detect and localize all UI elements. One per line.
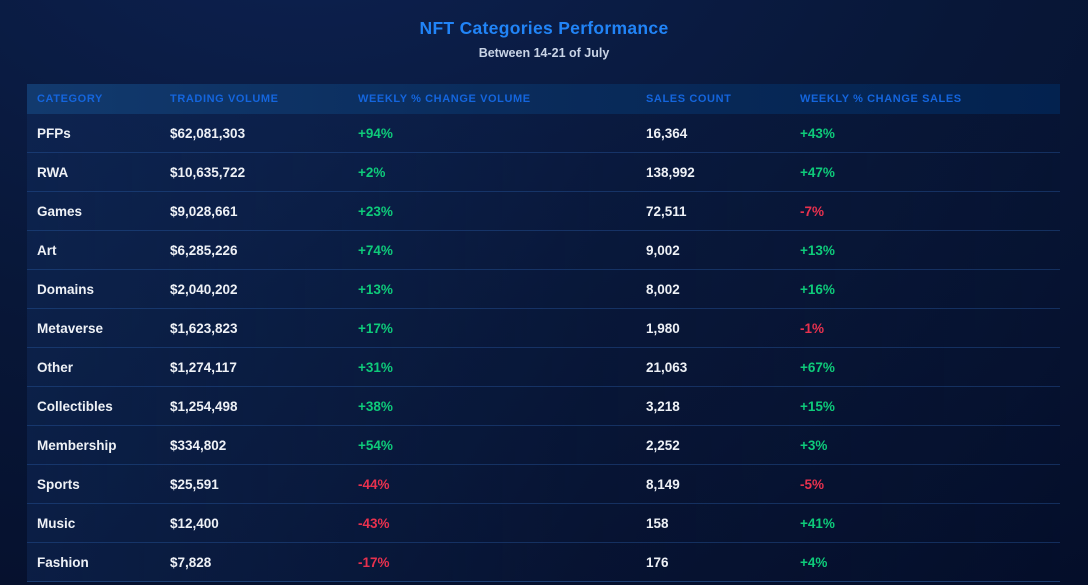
cell-category: Fashion: [37, 554, 89, 570]
cell-sales-count: 8,002: [646, 281, 680, 297]
cell-category: Metaverse: [37, 320, 104, 336]
cell-weekly-change-volume: -44%: [358, 476, 390, 492]
cell-trading-volume: $10,635,722: [170, 164, 246, 180]
cell-weekly-change-volume: +2%: [358, 164, 386, 180]
cell-weekly-change-sales: +41%: [800, 515, 835, 531]
table-body: PFPs $62,081,303 +94% 16,364 +43% RWA $10,635,…: [27, 114, 1060, 582]
cell-sales-count: 72,511: [646, 203, 687, 219]
cell-weekly-change-volume: -43%: [358, 515, 390, 531]
cell-category: Art: [37, 242, 57, 258]
cell-category: RWA: [37, 164, 69, 180]
column-header-weekly-change-sales: WEEKLY % CHANGE SALES: [800, 93, 962, 105]
table-row: Domains $2,040,202 +13% 8,002 +16%: [27, 269, 1060, 308]
cell-sales-count: 158: [646, 515, 669, 531]
cell-weekly-change-sales: +43%: [800, 125, 835, 141]
table-row: Art $6,285,226 +74% 9,002 +13%: [27, 230, 1060, 269]
table-row: Games $9,028,661 +23% 72,511 -7%: [27, 191, 1060, 230]
cell-category: PFPs: [37, 125, 71, 141]
cell-category: Collectibles: [37, 398, 113, 414]
cell-trading-volume: $1,254,498: [170, 398, 238, 414]
cell-weekly-change-volume: +54%: [358, 437, 393, 453]
cell-trading-volume: $25,591: [170, 476, 219, 492]
cell-weekly-change-volume: +38%: [358, 398, 393, 414]
cell-weekly-change-sales: -5%: [800, 476, 825, 492]
cell-weekly-change-volume: +23%: [358, 203, 393, 219]
cell-category: Membership: [37, 437, 117, 453]
cell-weekly-change-sales: -1%: [800, 320, 825, 336]
column-header-trading-volume: TRADING VOLUME: [170, 93, 279, 105]
table-row: Other $1,274,117 +31% 21,063 +67%: [27, 347, 1060, 386]
table-row: Collectibles $1,254,498 +38% 3,218 +15%: [27, 386, 1060, 425]
cell-trading-volume: $62,081,303: [170, 125, 246, 141]
cell-sales-count: 176: [646, 554, 669, 570]
cell-weekly-change-sales: +13%: [800, 242, 835, 258]
cell-trading-volume: $7,828: [170, 554, 212, 570]
table-row: Membership $334,802 +54% 2,252 +3%: [27, 425, 1060, 464]
nft-categories-table: CATEGORY TRADING VOLUME WEEKLY % CHANGE VO…: [27, 84, 1060, 582]
cell-trading-volume: $1,274,117: [170, 359, 237, 375]
cell-weekly-change-sales: +15%: [800, 398, 835, 414]
cell-weekly-change-sales: +47%: [800, 164, 835, 180]
cell-weekly-change-volume: -17%: [358, 554, 390, 570]
column-header-sales-count: SALES COUNT: [646, 93, 732, 105]
table-row: RWA $10,635,722 +2% 138,992 +47%: [27, 152, 1060, 191]
cell-sales-count: 2,252: [646, 437, 680, 453]
cell-sales-count: 3,218: [646, 398, 680, 414]
cell-trading-volume: $334,802: [170, 437, 227, 453]
cell-trading-volume: $9,028,661: [170, 203, 238, 219]
page-subtitle: Between 14-21 of July: [478, 46, 610, 60]
cell-sales-count: 16,364: [646, 125, 688, 141]
cell-weekly-change-volume: +13%: [358, 281, 393, 297]
cell-weekly-change-sales: +3%: [800, 437, 828, 453]
cell-sales-count: 1,980: [646, 320, 680, 336]
cell-weekly-change-sales: +67%: [800, 359, 835, 375]
cell-trading-volume: $6,285,226: [170, 242, 238, 258]
cell-trading-volume: $1,623,823: [170, 320, 238, 336]
cell-weekly-change-volume: +17%: [358, 320, 393, 336]
table-row: Music $12,400 -43% 158 +41%: [27, 503, 1060, 542]
cell-weekly-change-sales: -7%: [800, 203, 825, 219]
cell-weekly-change-sales: +16%: [800, 281, 835, 297]
cell-category: Games: [37, 203, 83, 219]
cell-sales-count: 9,002: [646, 242, 680, 258]
table-row: Sports $25,591 -44% 8,149 -5%: [27, 464, 1060, 503]
cell-sales-count: 138,992: [646, 164, 695, 180]
table-header-row: CATEGORY TRADING VOLUME WEEKLY % CHANGE VO…: [27, 84, 1060, 114]
table-row: Fashion $7,828 -17% 176 +4%: [27, 542, 1060, 581]
table-row: PFPs $62,081,303 +94% 16,364 +43%: [27, 114, 1060, 152]
cell-category: Domains: [37, 281, 95, 297]
cell-trading-volume: $2,040,202: [170, 281, 238, 297]
column-header-weekly-change-volume: WEEKLY % CHANGE VOLUME: [358, 93, 531, 105]
cell-weekly-change-sales: +4%: [800, 554, 828, 570]
cell-trading-volume: $12,400: [170, 515, 219, 531]
cell-sales-count: 8,149: [646, 476, 680, 492]
page-title: NFT Categories Performance: [419, 18, 669, 38]
cell-category: Other: [37, 359, 74, 375]
cell-weekly-change-volume: +31%: [358, 359, 393, 375]
cell-sales-count: 21,063: [646, 359, 688, 375]
cell-category: Sports: [37, 476, 80, 492]
table-row: Metaverse $1,623,823 +17% 1,980 -1%: [27, 308, 1060, 347]
cell-weekly-change-volume: +74%: [358, 242, 393, 258]
cell-category: Music: [37, 515, 76, 531]
column-header-category: CATEGORY: [37, 93, 103, 105]
cell-weekly-change-volume: +94%: [358, 125, 393, 141]
